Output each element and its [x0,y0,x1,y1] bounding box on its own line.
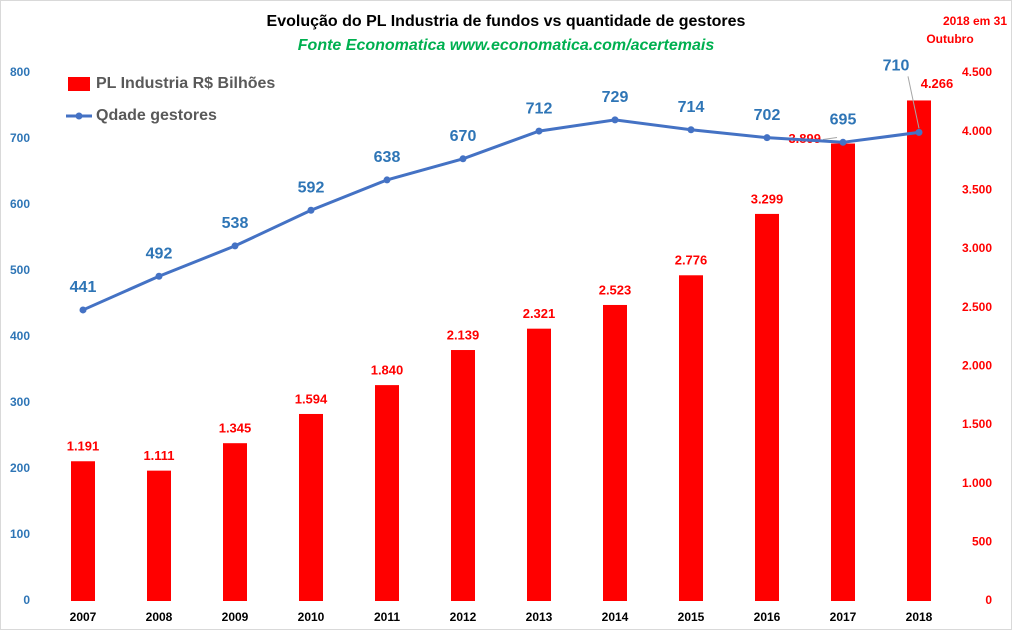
line-label: 714 [678,99,705,116]
bar-label: 2.776 [675,253,708,268]
x-tick-label: 2017 [830,610,857,624]
leader-line [822,137,838,141]
x-tick-label: 2013 [526,610,553,624]
bar [71,461,95,601]
y2-tick-label: 2.500 [962,300,992,314]
line [82,118,920,312]
y2-tick-label: 1.000 [962,476,992,490]
line-label: 695 [830,112,857,129]
annotation: 2018 em 31 [943,14,1007,28]
y2-tick-label: 500 [972,535,992,549]
y-tick-label: 0 [23,593,30,607]
y-tick-label: 100 [10,527,30,541]
chart-title: Evolução do PL Industria de fundos vs qu… [267,13,746,30]
line-point [687,126,695,134]
bar-label: 2.139 [447,327,480,342]
chart-subtitle: Fonte Economatica www.economatica.com/ac… [298,37,715,54]
bar [831,143,855,601]
line-label: 492 [146,245,173,262]
x-tick-label: 2008 [146,610,173,624]
line-point [307,206,315,214]
x-tick-label: 2016 [754,610,781,624]
bar [451,350,475,601]
y-tick-label: 200 [10,461,30,475]
bar-label: 2.523 [599,282,632,297]
y2-tick-label: 3.500 [962,183,992,197]
line-point [155,272,163,280]
legend-label: PL Industria R$ Bilhões [96,75,275,92]
y2-tick-label: 0 [985,593,992,607]
bar-label: 2.321 [523,306,556,321]
y-tick-label: 600 [10,197,30,211]
x-tick-label: 2009 [222,610,249,624]
y2-tick-label: 4.500 [962,65,992,79]
x-tick-label: 2011 [374,610,400,624]
line-point [459,155,467,163]
bar [299,413,323,601]
bar [603,304,627,601]
x-tick-label: 2010 [298,610,325,624]
x-tick-label: 2012 [450,610,477,624]
y2-tick-label: 4.000 [962,124,992,138]
line-label: 729 [602,89,629,106]
line-point [79,306,87,314]
x-tick-label: 2014 [602,610,629,624]
y-tick-label: 800 [10,65,30,79]
line-point [763,134,771,142]
line-label: 538 [222,215,249,232]
y2-tick-label: 2.000 [962,359,992,373]
bar-label: 1.840 [371,363,404,378]
y-tick-label: 400 [10,329,30,343]
line-point [611,116,619,124]
bar [527,328,551,601]
bar [147,470,171,601]
bar-label: 1.345 [219,421,252,436]
bar-label: 4.266 [921,76,954,91]
bar-label: 1.191 [67,439,100,454]
annotation: Outubro [926,32,973,46]
bar-label: 3.299 [751,191,784,206]
y-tick-label: 300 [10,395,30,409]
bar [223,443,247,601]
y2-tick-label: 3.000 [962,241,992,255]
bar [755,213,779,601]
line-label: 702 [754,107,781,124]
line-point [231,242,239,250]
x-tick-label: 2007 [70,610,97,624]
line-label: 670 [450,128,477,145]
legend-label: Qdade gestores [96,107,217,124]
line-label: 441 [70,279,97,296]
bar [679,275,703,601]
legend-swatch [68,77,90,91]
legend-swatch [75,112,83,120]
line-point [535,127,543,135]
bar-label: 1.111 [143,448,174,463]
bar-label: 1.594 [295,391,328,406]
line-label: 712 [526,100,553,117]
line-point [383,176,391,184]
y-tick-label: 700 [10,131,30,145]
line-point [915,128,923,136]
line-point [839,138,847,146]
line-label: 638 [374,149,401,166]
line-label: 592 [298,179,325,196]
bar [907,100,931,602]
y2-tick-label: 1.500 [962,417,992,431]
x-tick-label: 2015 [678,610,705,624]
x-tick-label: 2018 [906,610,933,624]
bar [375,385,399,601]
line-label: 710 [883,58,910,75]
leader-line [907,76,920,129]
y-tick-label: 500 [10,263,30,277]
bar-label: 3.899 [788,131,821,146]
